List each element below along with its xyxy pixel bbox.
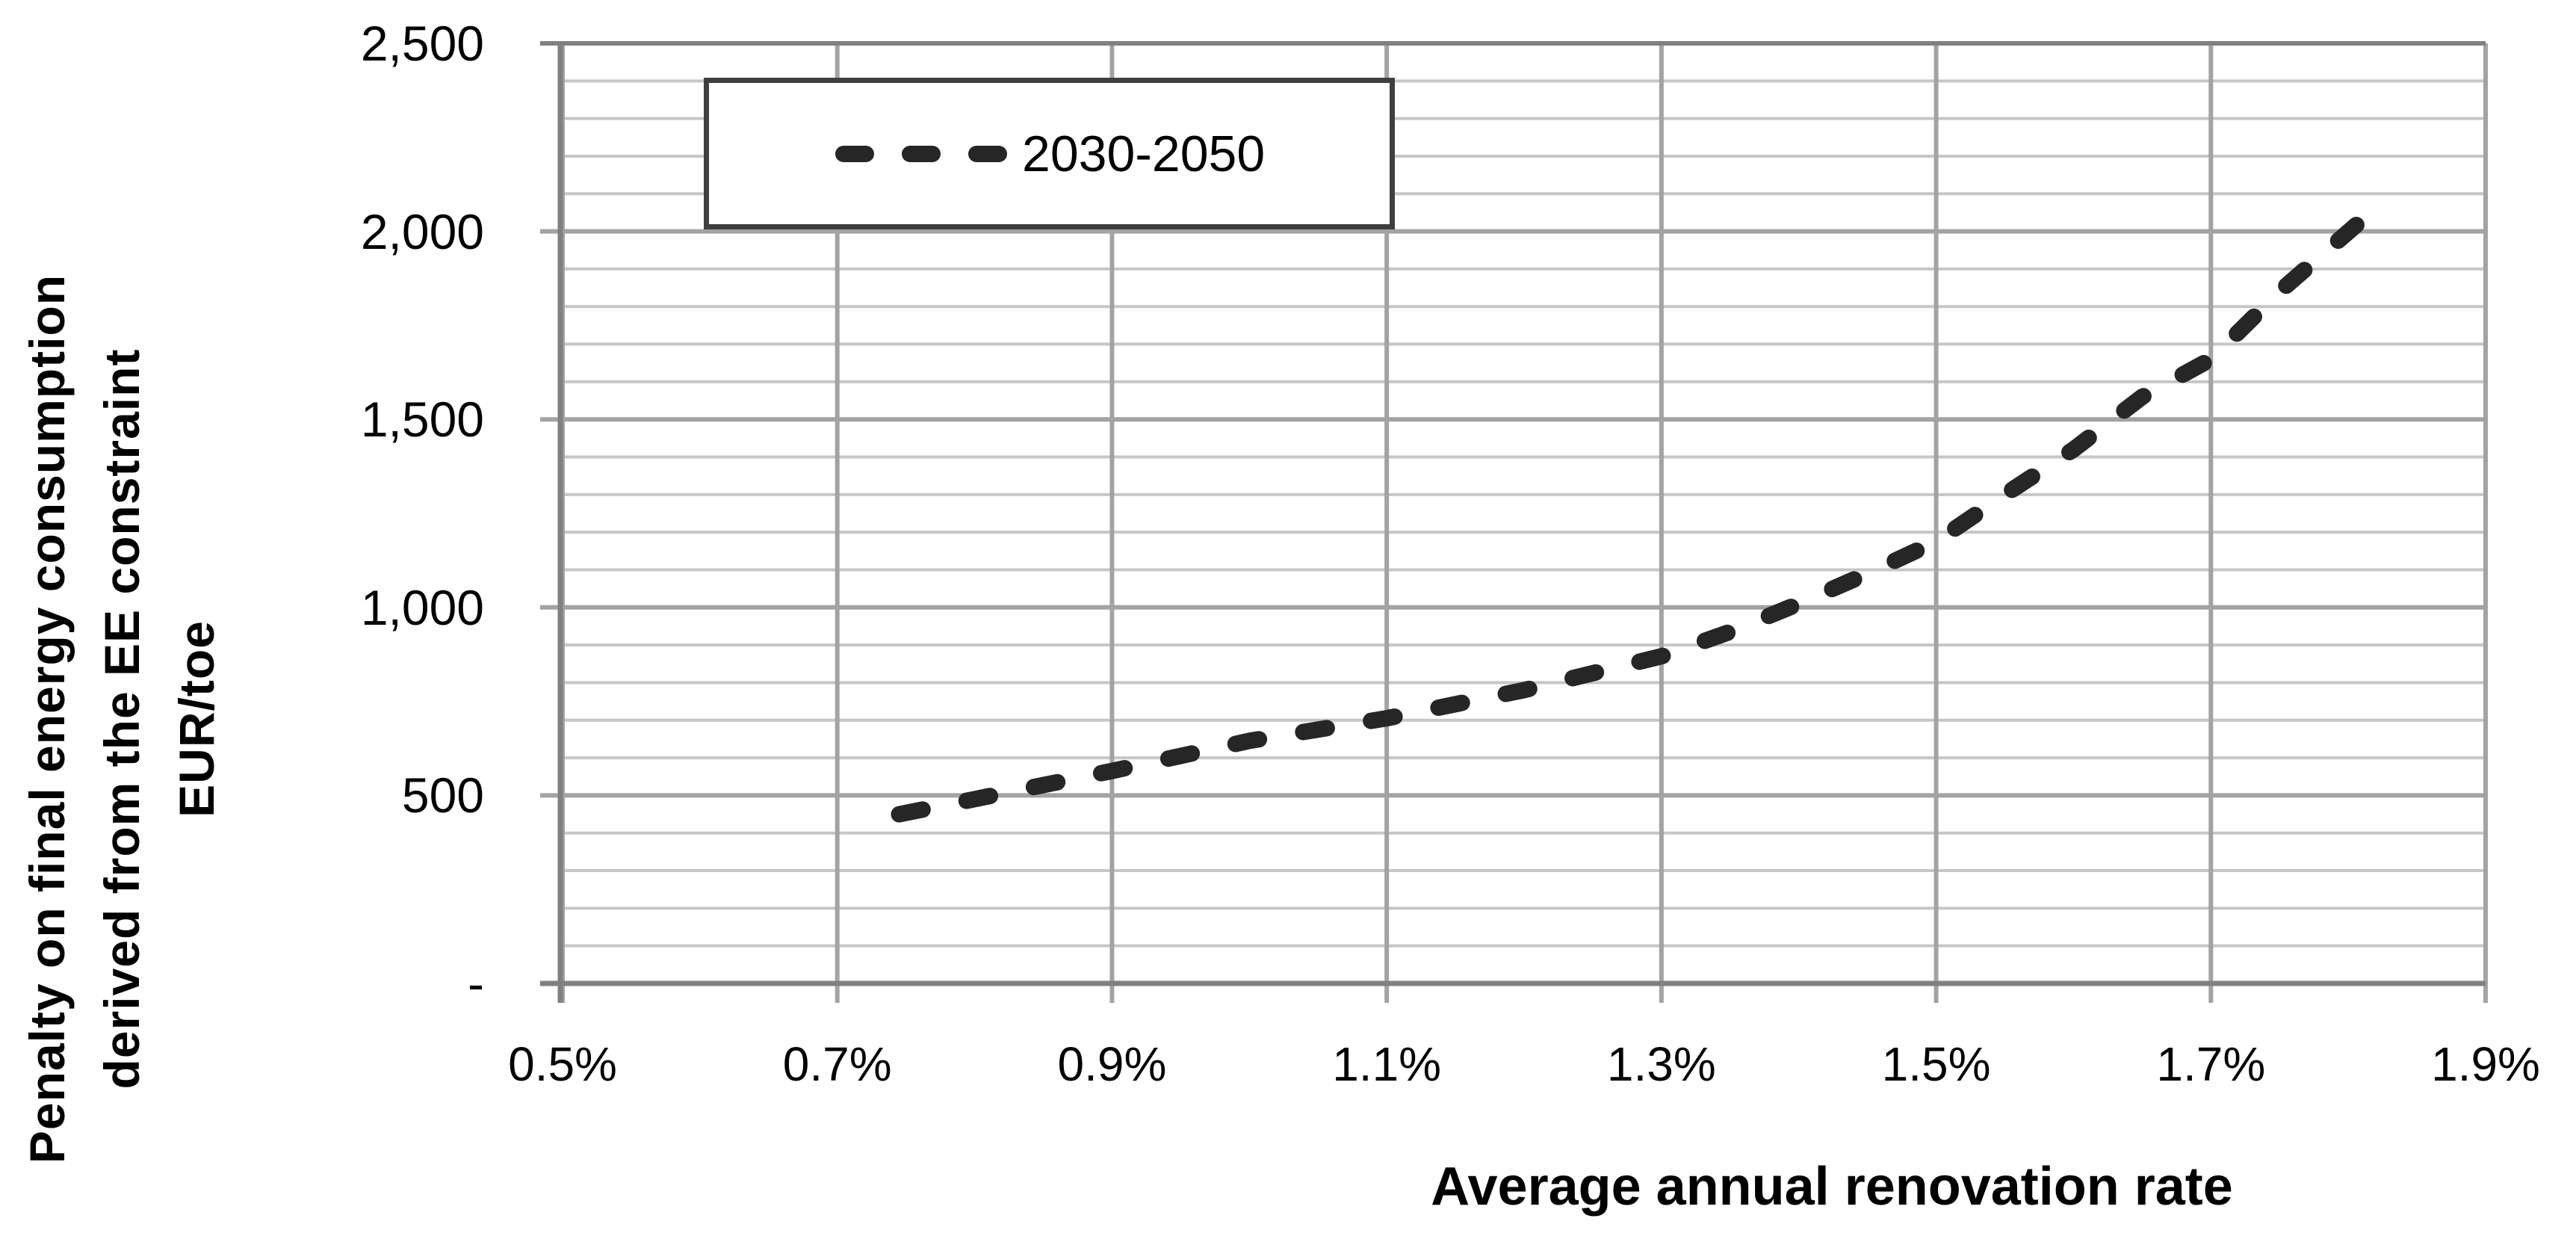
x-tick-label: 1.9% <box>2431 1037 2540 1091</box>
x-tick-label: 1.5% <box>1881 1037 1991 1091</box>
y-axis-title-line-3: EUR/toe <box>169 620 224 818</box>
series-2030-2050 <box>891 211 2371 823</box>
legend-dashed-line-sample <box>835 145 1007 162</box>
x-tick-label: 0.5% <box>508 1037 617 1091</box>
y-tick-label: 2,500 <box>360 16 484 71</box>
x-tick-label: 0.9% <box>1057 1037 1167 1091</box>
y-tick-label: 2,000 <box>360 203 484 259</box>
y-axis-title-line-1: Penalty on final energy consumption <box>19 274 75 1164</box>
y-tick-label: 1,500 <box>360 392 484 448</box>
y-tick-label: - <box>468 956 484 1011</box>
x-tick-label: 1.7% <box>2156 1037 2266 1091</box>
y-axis-title: Penalty on final energy consumption deri… <box>6 196 238 1242</box>
y-axis-title-line-2: derived from the EE constraint <box>94 348 149 1090</box>
x-axis-title: Average annual renovation rate <box>1431 1157 2233 1217</box>
legend-box: 2030-2050 <box>704 78 1395 229</box>
legend-series-label: 2030-2050 <box>1022 125 1266 182</box>
x-tick-label: 1.3% <box>1606 1037 1716 1091</box>
x-tick-label: 1.1% <box>1332 1037 1442 1091</box>
y-tick-label: 1,000 <box>360 579 484 635</box>
y-tick-label: 500 <box>401 767 484 824</box>
x-tick-label: 0.7% <box>782 1037 892 1091</box>
